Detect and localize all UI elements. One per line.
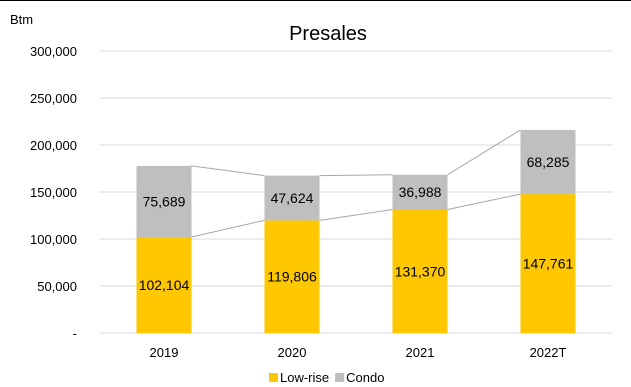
bar-condo-2022t <box>520 129 576 195</box>
x-tick-label: 2021 <box>406 345 435 360</box>
series-line-condo <box>191 165 265 177</box>
y-axis-ticks: - 50,000 100,000 150,000 200,000 250,000 300,0… <box>30 44 77 341</box>
legend-swatch-low-rise <box>269 373 278 382</box>
x-tick-label: 2020 <box>278 345 307 360</box>
series-line-low-rise <box>319 209 393 221</box>
series-line-low-rise <box>191 219 265 238</box>
data-label: 131,370 <box>395 263 446 279</box>
chart-title: Presales <box>289 23 367 45</box>
data-label: 47,624 <box>271 190 314 206</box>
data-label: 68,285 <box>527 154 570 170</box>
data-label: 119,806 <box>267 269 317 285</box>
bars: 102,104 75,689 119,806 47,624 131,370 36,988 1… <box>136 129 576 333</box>
legend-label: Low-rise <box>280 370 329 385</box>
data-label: 36,988 <box>399 184 442 200</box>
y-tick-label: - <box>73 326 77 341</box>
y-tick-label: 150,000 <box>30 185 77 200</box>
y-tick-label: 300,000 <box>30 44 77 59</box>
bar-low-rise-2020 <box>264 220 320 333</box>
legend: Low-rise Condo <box>269 370 384 385</box>
bar-condo-2020 <box>264 175 320 221</box>
bar-condo-2019 <box>136 165 192 238</box>
x-tick-label: 2022T <box>530 345 567 360</box>
data-label: 147,761 <box>523 256 574 272</box>
series-line-condo <box>319 174 393 177</box>
series-line-low-rise <box>447 193 521 211</box>
x-axis-ticks: 2019 2020 2021 2022T <box>150 345 567 360</box>
bar-low-rise-2019 <box>136 237 192 333</box>
bar-low-rise-2021 <box>392 209 448 333</box>
y-tick-label: 200,000 <box>30 138 77 153</box>
series-connector-lines <box>191 129 521 238</box>
bar-condo-2021 <box>392 174 448 210</box>
legend-swatch-condo <box>335 373 345 382</box>
bar-low-rise-2022t <box>520 194 576 333</box>
y-tick-label: 250,000 <box>30 91 77 106</box>
legend-label: Condo <box>346 370 384 385</box>
y-tick-label: 50,000 <box>37 279 77 294</box>
series-line-condo <box>447 129 521 176</box>
data-label: 75,689 <box>143 193 186 209</box>
data-label: 102,104 <box>139 277 190 293</box>
y-axis-unit-label: Btm <box>10 12 33 27</box>
y-tick-label: 100,000 <box>30 232 77 247</box>
x-tick-label: 2019 <box>150 345 179 360</box>
